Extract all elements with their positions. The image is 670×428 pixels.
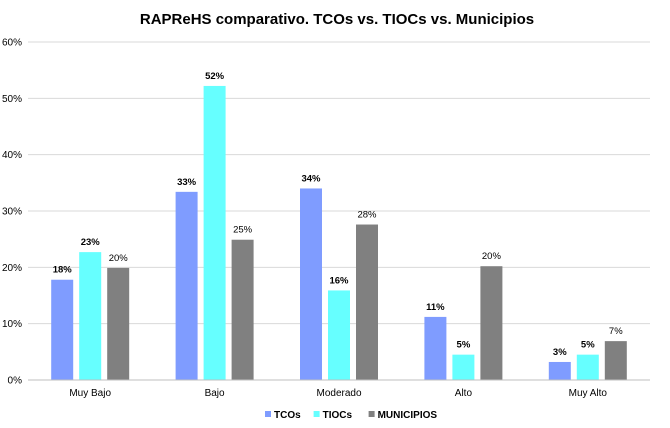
data-label: 25% [233, 225, 253, 236]
legend-label-tiocs: TIOCs [323, 410, 353, 421]
data-label: 52% [205, 71, 225, 82]
x-axis: Muy Bajo Bajo Moderado Alto Muy Alto [28, 379, 650, 399]
x-tick-label: Bajo [205, 388, 225, 399]
bar-municipios-0 [107, 267, 130, 380]
bar-tiocs-0 [79, 252, 102, 380]
bar-tcos-4 [548, 361, 571, 380]
data-label: 18% [53, 265, 73, 276]
bar-municipios-4 [604, 341, 627, 380]
data-label: 5% [457, 340, 471, 351]
data-label: 33% [177, 177, 197, 188]
y-tick-label: 10% [2, 319, 22, 330]
bar-tcos-2 [300, 188, 322, 380]
bars [51, 85, 627, 380]
data-label: 3% [553, 347, 567, 358]
data-label: 5% [581, 340, 595, 351]
x-tick-label: Muy Bajo [69, 388, 111, 399]
data-label: 7% [609, 326, 623, 337]
y-tick-label: 20% [2, 263, 22, 274]
data-label: 34% [301, 173, 321, 184]
data-label: 20% [109, 253, 129, 264]
bar-municipios-3 [480, 266, 503, 380]
legend-swatch-municipios [368, 411, 375, 417]
bar-municipios-1 [231, 239, 254, 380]
y-tick-label: 40% [2, 150, 22, 161]
data-label: 23% [81, 237, 101, 248]
bar-tiocs-1 [203, 85, 226, 380]
x-tick-label: Alto [455, 388, 473, 399]
y-axis: 0% 10% 20% 30% 40% 50% 60% [2, 38, 22, 387]
y-tick-label: 60% [2, 38, 22, 49]
legend-swatch-tcos [265, 411, 271, 417]
data-label: 20% [482, 251, 502, 262]
bar-municipios-2 [356, 224, 378, 380]
data-label: 28% [357, 210, 377, 221]
bar-tcos-1 [175, 191, 198, 380]
x-tick-label: Muy Alto [569, 388, 608, 399]
y-tick-label: 50% [2, 94, 22, 105]
gridlines [28, 41, 650, 381]
data-label: 16% [329, 275, 349, 286]
bar-tcos-0 [51, 279, 74, 380]
legend-label-tcos: TCOs [274, 410, 301, 421]
chart-title: RAPReHS comparativo. TCOs vs. TIOCs vs. … [140, 11, 534, 28]
legend-label-municipios: MUNICIPIOS [378, 410, 438, 421]
bar-tiocs-3 [452, 354, 475, 380]
y-tick-label: 0% [8, 376, 23, 387]
legend-swatch-tiocs [313, 411, 320, 417]
bar-tiocs-4 [576, 354, 599, 380]
legend: TCOs TIOCs MUNICIPIOS [265, 410, 437, 421]
data-labels: 18% 23% 20% 33% 52% 25% 34% 16% 28% 11% 5% 20% 3% 5% 7… [53, 71, 624, 358]
y-tick-label: 30% [2, 207, 22, 218]
x-tick-label: Moderado [316, 388, 361, 399]
bar-tcos-3 [424, 316, 447, 380]
bar-tiocs-2 [328, 290, 350, 380]
data-label: 11% [426, 302, 445, 313]
